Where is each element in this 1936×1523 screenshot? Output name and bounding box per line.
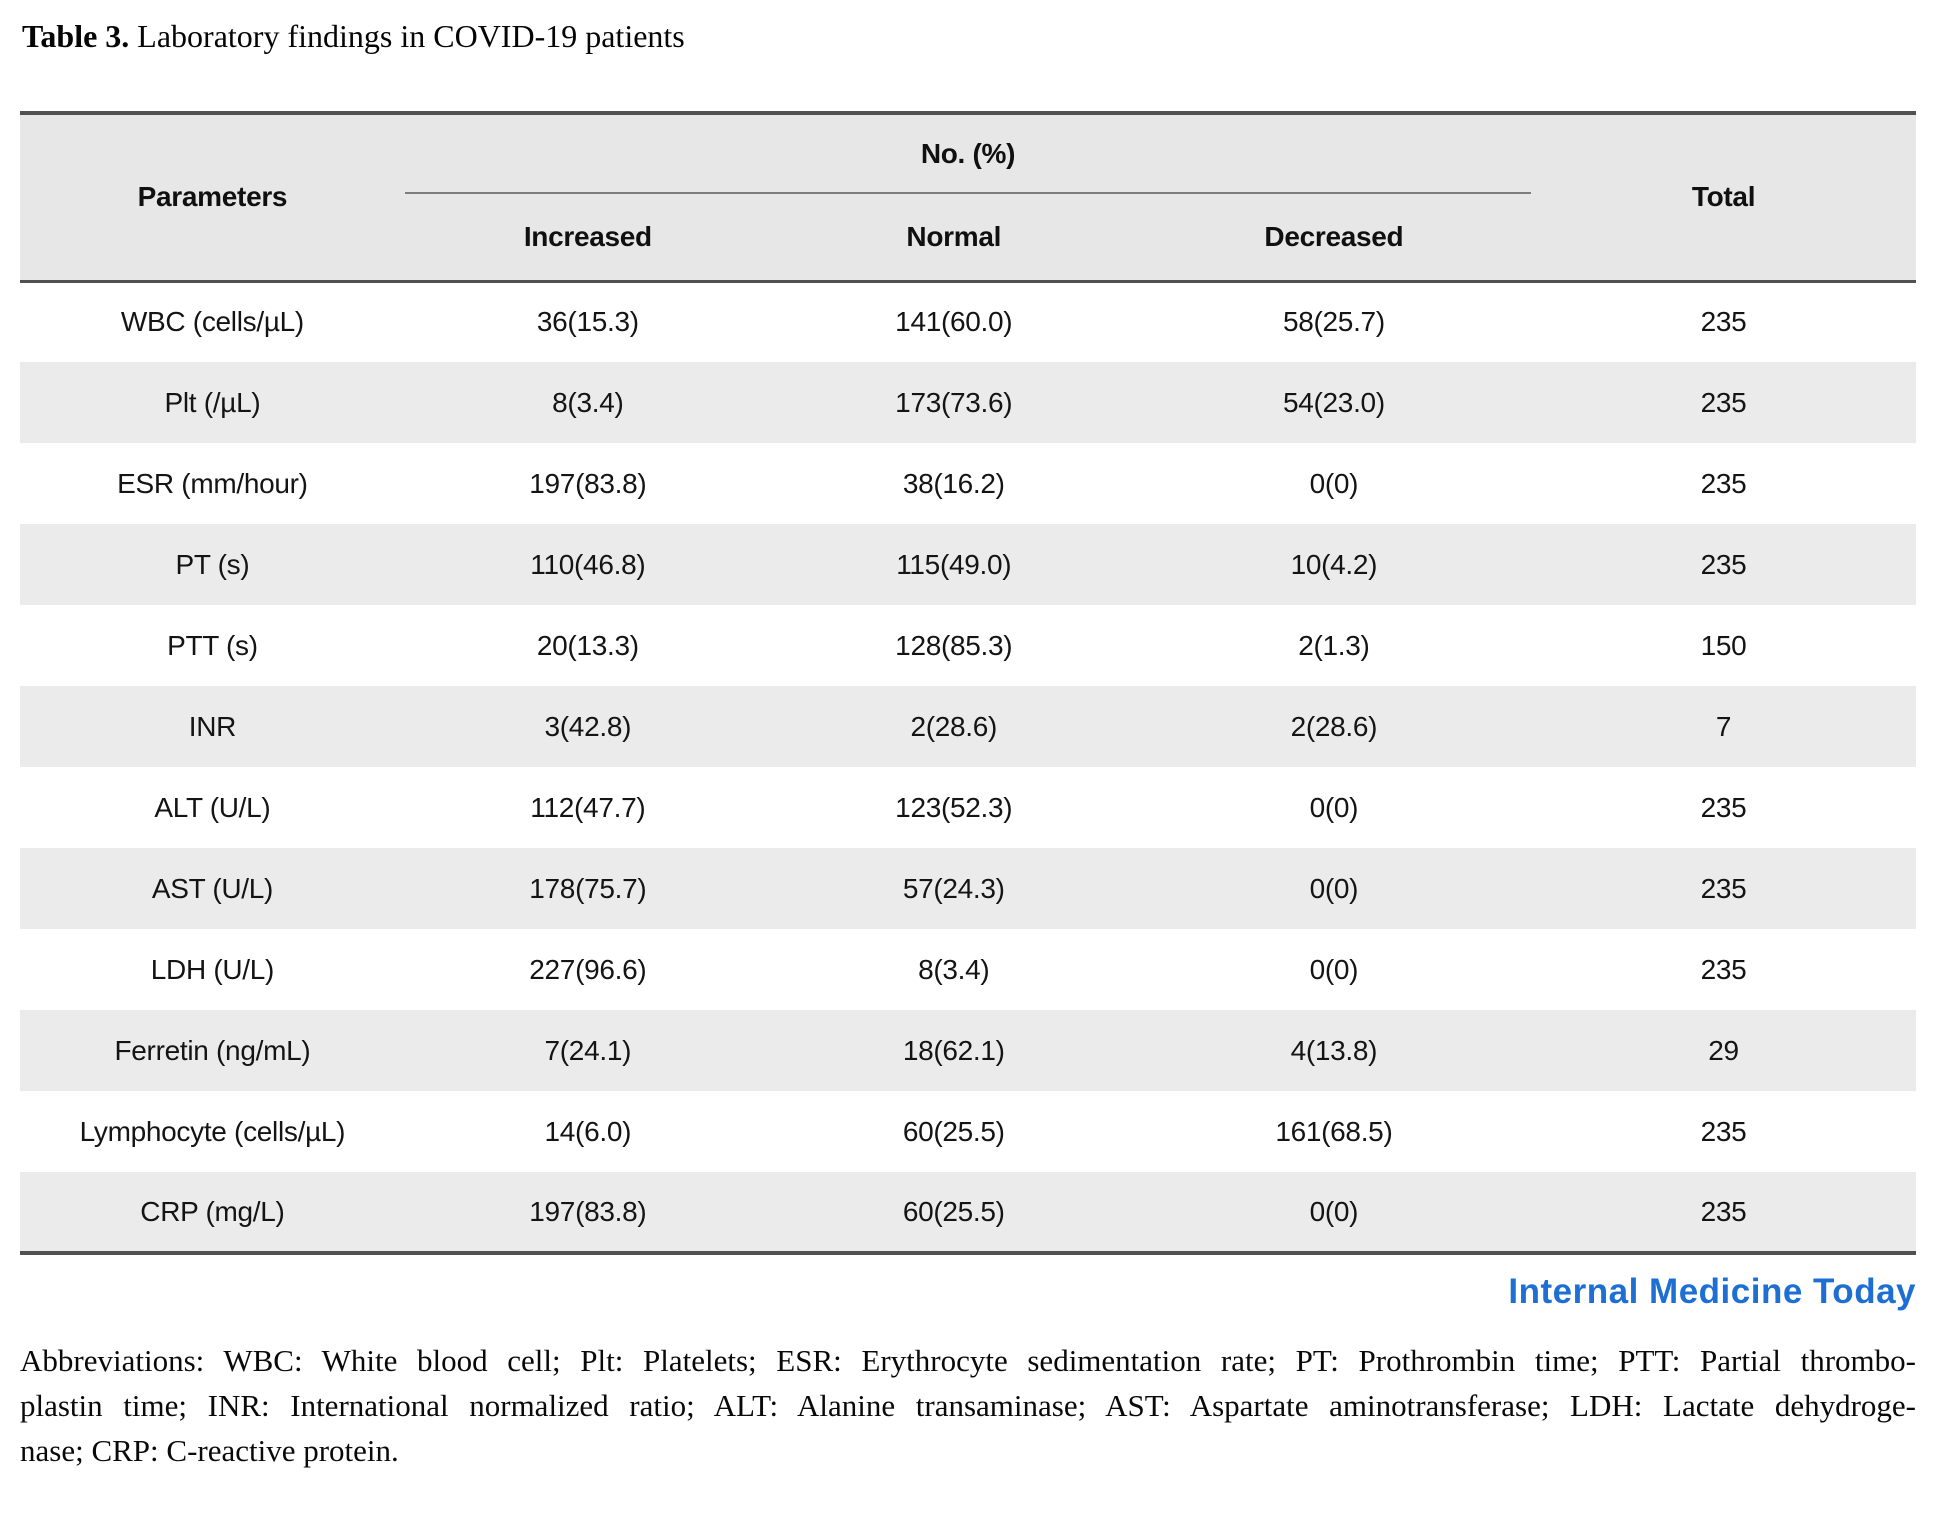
parameter-cell: PT (s) bbox=[20, 524, 405, 605]
decreased-cell: 54(23.0) bbox=[1136, 362, 1532, 443]
table-row-ptt: PTT (s) 20(13.3) 128(85.3) 2(1.3) 150 bbox=[20, 605, 1916, 686]
decreased-cell: 0(0) bbox=[1136, 848, 1532, 929]
footnote-line: plastin time; INR: International normali… bbox=[20, 1388, 1916, 1423]
increased-cell: 227(96.6) bbox=[404, 929, 771, 1010]
increased-cell: 14(6.0) bbox=[404, 1091, 771, 1172]
increased-cell: 110(46.8) bbox=[404, 524, 771, 605]
table-body: WBC (cells/µL) 36(15.3) 141(60.0) 58(25.… bbox=[20, 281, 1916, 1253]
normal-cell: 57(24.3) bbox=[770, 848, 1137, 929]
table-row-ldh: LDH (U/L) 227(96.6) 8(3.4) 0(0) 235 bbox=[20, 929, 1916, 1010]
parameter-cell: PTT (s) bbox=[20, 605, 405, 686]
parameter-cell: AST (U/L) bbox=[20, 848, 405, 929]
total-cell: 29 bbox=[1531, 1010, 1916, 1091]
table-title-text: Laboratory findings in COVID-19 patients bbox=[137, 18, 685, 54]
normal-cell: 173(73.6) bbox=[770, 362, 1137, 443]
total-cell: 7 bbox=[1531, 686, 1916, 767]
table-header: Parameters No. (%) Total Increased Norma… bbox=[20, 113, 1916, 281]
total-cell: 235 bbox=[1531, 767, 1916, 848]
footnote-line: nase; CRP: C-reactive protein. bbox=[20, 1433, 399, 1468]
column-header-parameters: Parameters bbox=[20, 113, 405, 281]
normal-cell: 128(85.3) bbox=[770, 605, 1137, 686]
footnote-line: Abbreviations: WBC: White blood cell; Pl… bbox=[20, 1343, 1916, 1378]
table-row-crp: CRP (mg/L) 197(83.8) 60(25.5) 0(0) 235 bbox=[20, 1172, 1916, 1253]
total-cell: 235 bbox=[1531, 362, 1916, 443]
parameter-cell: Ferretin (ng/mL) bbox=[20, 1010, 405, 1091]
table-caption: Table 3. Laboratory findings in COVID-19 … bbox=[22, 14, 1916, 58]
decreased-cell: 4(13.8) bbox=[1136, 1010, 1532, 1091]
normal-cell: 60(25.5) bbox=[770, 1091, 1137, 1172]
total-cell: 235 bbox=[1531, 929, 1916, 1010]
increased-cell: 36(15.3) bbox=[404, 281, 771, 362]
table-row-inr: INR 3(42.8) 2(28.6) 2(28.6) 7 bbox=[20, 686, 1916, 767]
increased-cell: 197(83.8) bbox=[404, 1172, 771, 1253]
table-row-ast: AST (U/L) 178(75.7) 57(24.3) 0(0) 235 bbox=[20, 848, 1916, 929]
normal-cell: 123(52.3) bbox=[770, 767, 1137, 848]
parameter-cell: ALT (U/L) bbox=[20, 767, 405, 848]
normal-cell: 2(28.6) bbox=[770, 686, 1137, 767]
decreased-cell: 58(25.7) bbox=[1136, 281, 1532, 362]
table-row-alt: ALT (U/L) 112(47.7) 123(52.3) 0(0) 235 bbox=[20, 767, 1916, 848]
decreased-cell: 0(0) bbox=[1136, 443, 1532, 524]
header-row-sub: Increased Normal Decreased bbox=[20, 193, 1916, 281]
increased-cell: 197(83.8) bbox=[404, 443, 771, 524]
normal-cell: 38(16.2) bbox=[770, 443, 1137, 524]
decreased-cell: 10(4.2) bbox=[1136, 524, 1532, 605]
journal-logo: Internal Medicine Today bbox=[1508, 1272, 1916, 1311]
table-row-ferretin: Ferretin (ng/mL) 7(24.1) 18(62.1) 4(13.8… bbox=[20, 1010, 1916, 1091]
header-row-group: Parameters No. (%) Total bbox=[20, 113, 1916, 281]
increased-cell: 112(47.7) bbox=[404, 767, 771, 848]
table-row-plt: Plt (/µL) 8(3.4) 173(73.6) 54(23.0) 235 bbox=[20, 362, 1916, 443]
lab-findings-table: Parameters No. (%) Total Increased Norma… bbox=[20, 111, 1916, 1255]
parameter-cell: ESR (mm/hour) bbox=[20, 443, 405, 524]
normal-cell: 141(60.0) bbox=[770, 281, 1137, 362]
decreased-cell: 0(0) bbox=[1136, 1172, 1532, 1253]
normal-cell: 60(25.5) bbox=[770, 1172, 1137, 1253]
column-header-decreased: Decreased bbox=[1136, 193, 1532, 281]
decreased-cell: 0(0) bbox=[1136, 929, 1532, 1010]
table-row-wbc: WBC (cells/µL) 36(15.3) 141(60.0) 58(25.… bbox=[20, 281, 1916, 362]
table-number: Table 3. bbox=[22, 18, 130, 54]
total-cell: 235 bbox=[1531, 1091, 1916, 1172]
increased-cell: 3(42.8) bbox=[404, 686, 771, 767]
parameter-cell: LDH (U/L) bbox=[20, 929, 405, 1010]
increased-cell: 178(75.7) bbox=[404, 848, 771, 929]
increased-cell: 7(24.1) bbox=[404, 1010, 771, 1091]
total-cell: 235 bbox=[1531, 848, 1916, 929]
decreased-cell: 161(68.5) bbox=[1136, 1091, 1532, 1172]
total-cell: 235 bbox=[1531, 443, 1916, 524]
decreased-cell: 2(1.3) bbox=[1136, 605, 1532, 686]
column-header-total: Total bbox=[1531, 113, 1916, 281]
decreased-cell: 2(28.6) bbox=[1136, 686, 1532, 767]
column-header-no-percent: No. (%) bbox=[404, 113, 1532, 194]
parameter-cell: Lymphocyte (cells/µL) bbox=[20, 1091, 405, 1172]
normal-cell: 115(49.0) bbox=[770, 524, 1137, 605]
increased-cell: 8(3.4) bbox=[404, 362, 771, 443]
parameter-cell: Plt (/µL) bbox=[20, 362, 405, 443]
parameter-cell: INR bbox=[20, 686, 405, 767]
total-cell: 235 bbox=[1531, 281, 1916, 362]
decreased-cell: 0(0) bbox=[1136, 767, 1532, 848]
total-cell: 150 bbox=[1531, 605, 1916, 686]
table-row-pt: PT (s) 110(46.8) 115(49.0) 10(4.2) 235 bbox=[20, 524, 1916, 605]
normal-cell: 8(3.4) bbox=[770, 929, 1137, 1010]
increased-cell: 20(13.3) bbox=[404, 605, 771, 686]
column-header-normal: Normal bbox=[770, 193, 1137, 281]
table-row-esr: ESR (mm/hour) 197(83.8) 38(16.2) 0(0) 23… bbox=[20, 443, 1916, 524]
parameter-cell: CRP (mg/L) bbox=[20, 1172, 405, 1253]
abbreviations-note: Abbreviations: WBC: White blood cell; Pl… bbox=[20, 1338, 1916, 1473]
parameter-cell: WBC (cells/µL) bbox=[20, 281, 405, 362]
column-header-increased: Increased bbox=[404, 193, 771, 281]
table-row-lymphocyte: Lymphocyte (cells/µL) 14(6.0) 60(25.5) 1… bbox=[20, 1091, 1916, 1172]
total-cell: 235 bbox=[1531, 524, 1916, 605]
total-cell: 235 bbox=[1531, 1172, 1916, 1253]
normal-cell: 18(62.1) bbox=[770, 1010, 1137, 1091]
